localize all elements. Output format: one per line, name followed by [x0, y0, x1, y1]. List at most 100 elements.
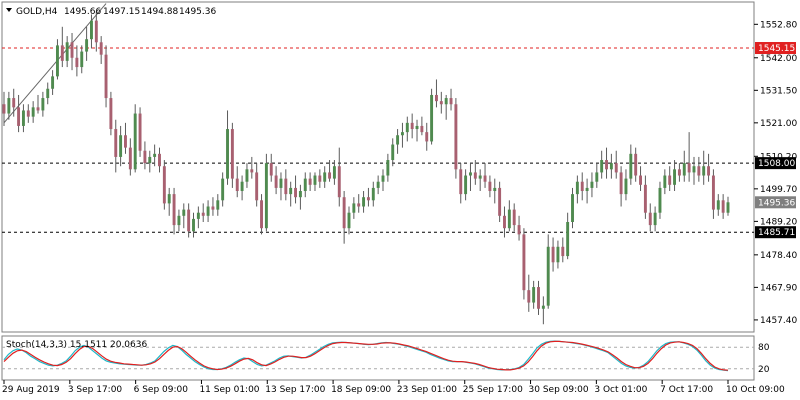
candle: [7, 91, 11, 120]
candle: [634, 147, 638, 182]
candle: [624, 169, 628, 201]
candle: [55, 39, 59, 80]
candle: [556, 240, 560, 269]
candle-body: [556, 246, 560, 263]
candle-body: [668, 175, 672, 185]
candle-body: [580, 181, 584, 192]
last-price-label: 1495.36: [758, 198, 795, 208]
candle-body: [235, 178, 239, 192]
candle-body: [128, 147, 132, 170]
candle: [138, 107, 142, 157]
candle: [17, 94, 21, 133]
candle: [668, 166, 672, 192]
candle: [527, 274, 531, 312]
candle: [313, 172, 317, 192]
candle-body: [192, 218, 195, 232]
candle-body: [590, 181, 594, 188]
candle: [692, 156, 696, 185]
candle: [600, 150, 604, 179]
candle: [707, 153, 711, 182]
candle-body: [75, 57, 79, 68]
candle: [114, 119, 118, 173]
candle: [250, 156, 254, 179]
candle-body: [250, 169, 254, 173]
candle: [648, 203, 652, 232]
candle-body: [702, 166, 706, 176]
price-axis-label: 1531.50: [760, 86, 797, 96]
candle-body: [352, 203, 356, 213]
candle: [109, 91, 113, 136]
candle: [60, 26, 64, 68]
candle-body: [12, 98, 16, 108]
stoch-axis-label: 20: [758, 365, 770, 375]
candle-body: [488, 181, 492, 192]
candle-body: [512, 209, 516, 226]
candle: [2, 91, 6, 126]
candle-body: [449, 98, 453, 105]
candle: [541, 296, 545, 325]
candle-body: [546, 246, 550, 306]
candle: [201, 203, 205, 222]
candle-body: [478, 175, 482, 179]
candle-body: [673, 169, 677, 185]
candle-body: [619, 172, 623, 195]
candle-body: [415, 125, 419, 130]
candle-body: [726, 202, 730, 213]
candle: [90, 14, 93, 49]
candle: [255, 163, 259, 207]
candle: [177, 209, 181, 232]
candle-body: [153, 153, 157, 157]
candle-body: [677, 169, 681, 176]
symbol-dropdown-icon[interactable]: [6, 8, 12, 12]
candle-body: [119, 135, 123, 157]
candle: [483, 163, 487, 188]
candle-body: [332, 166, 336, 179]
candle: [425, 122, 429, 151]
candle: [391, 138, 395, 167]
trendline: [3, 3, 107, 124]
candle-body: [216, 200, 220, 210]
candle: [12, 88, 16, 117]
candle: [366, 187, 370, 207]
candle: [614, 150, 618, 179]
time-axis-label: 10 Oct 09:00: [726, 385, 785, 395]
candle-body: [434, 94, 438, 102]
candle-body: [337, 166, 341, 198]
price-axis-label: 1467.90: [760, 283, 797, 293]
candle: [488, 175, 492, 198]
candle: [167, 187, 171, 216]
candle-body: [70, 42, 74, 58]
candle-body: [182, 209, 186, 216]
candle: [580, 172, 584, 201]
candle-body: [643, 184, 647, 213]
candle-body: [473, 172, 477, 179]
candle-body: [196, 212, 200, 219]
candle: [721, 194, 725, 219]
candle: [503, 206, 506, 238]
candle: [342, 191, 346, 244]
candle: [396, 129, 400, 154]
candle-body: [575, 181, 579, 195]
candle: [609, 153, 613, 179]
candle: [303, 172, 307, 198]
time-axis-label: 25 Sep 17:00: [463, 385, 523, 395]
level-tag-support: [755, 226, 796, 239]
time-axis-label: 29 Aug 2019: [2, 385, 60, 395]
candle: [464, 169, 468, 201]
candle-body: [85, 39, 89, 52]
candle-body: [687, 163, 691, 173]
candle-body: [294, 187, 298, 198]
candle: [80, 45, 84, 74]
candle-body: [138, 113, 142, 151]
candle: [677, 163, 681, 182]
candle: [124, 122, 127, 154]
candlestick-series: [2, 11, 730, 325]
candle-body: [308, 178, 312, 185]
candle: [697, 156, 701, 182]
candle-body: [90, 20, 93, 40]
candle: [65, 36, 69, 68]
candle: [240, 175, 244, 201]
candle-body: [80, 51, 84, 68]
candle: [469, 163, 472, 192]
